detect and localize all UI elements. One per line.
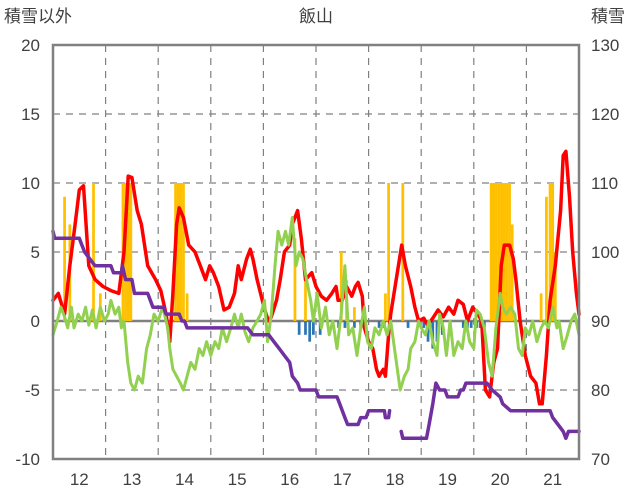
left-tick-label: 15 (21, 105, 40, 124)
left-axis-label: 積雪以外 (4, 7, 72, 27)
orange-bar (182, 183, 185, 321)
orange-bar (508, 183, 511, 321)
right-tick-label: 90 (591, 312, 610, 331)
left-tick-label: 0 (31, 312, 40, 331)
orange-bar (339, 252, 343, 321)
orange-bar (353, 307, 356, 321)
orange-bar (387, 183, 390, 321)
blue-bar (343, 321, 347, 328)
x-tick-label: 18 (385, 470, 404, 489)
x-tick-label: 16 (280, 470, 299, 489)
orange-bar (489, 183, 493, 321)
orange-bar (495, 183, 498, 321)
x-tick-label: 12 (70, 470, 89, 489)
plot-border (51, 43, 581, 461)
blue-bar (435, 321, 439, 342)
left-tick-labels: 20 15 10 5 0 -5 -10 (15, 36, 40, 469)
blue-bar (478, 321, 482, 328)
chart-title: 飯山 (299, 7, 333, 27)
blue-bar (426, 321, 430, 342)
blue-bar (312, 321, 315, 335)
line-series (51, 149, 581, 441)
left-tick-label: 10 (21, 174, 40, 193)
orange-bar (553, 252, 557, 321)
green-line (51, 216, 581, 392)
left-tick-label: 5 (31, 243, 40, 262)
orange-bar (548, 183, 552, 321)
x-tick-label: 13 (122, 470, 141, 489)
x-tick-label: 15 (228, 470, 247, 489)
orange-bar (179, 183, 183, 321)
x-tick-label: 21 (543, 470, 562, 489)
orange-bar (293, 238, 297, 321)
orange-bar (492, 183, 496, 321)
orange-bar (505, 183, 509, 321)
orange-bar (92, 183, 95, 321)
blue-bar (353, 321, 356, 328)
left-tick-label: -10 (15, 450, 40, 469)
right-tick-label: 120 (591, 105, 619, 124)
blue-bar (422, 321, 426, 328)
x-tick-label: 20 (491, 470, 510, 489)
right-axis-label: 積雪 (591, 7, 625, 27)
orange-bar (551, 183, 555, 321)
orange-bar (539, 293, 543, 321)
purple-line (51, 229, 581, 441)
right-tick-label: 70 (591, 450, 610, 469)
x-tick-label: 17 (333, 470, 352, 489)
blue-bar (297, 321, 301, 335)
right-tick-labels: 130 120 110 100 90 80 70 (591, 36, 619, 469)
blue-bar (308, 321, 312, 342)
x-tick-labels: 12 13 14 15 16 17 18 19 20 21 (70, 470, 562, 489)
left-tick-label: -5 (25, 381, 40, 400)
orange-bar (384, 293, 387, 321)
plot-frame (51, 43, 581, 461)
orange-bar (304, 279, 307, 321)
orange-bar (185, 293, 189, 321)
right-tick-label: 110 (591, 174, 618, 193)
blue-bar (377, 321, 381, 328)
orange-bar (126, 183, 130, 321)
x-tick-label: 14 (175, 470, 194, 489)
orange-bar (129, 183, 133, 321)
orange-bar (176, 183, 180, 321)
blue-bar (304, 321, 307, 335)
blue-bar (461, 321, 465, 328)
right-tick-label: 130 (591, 36, 619, 55)
blue-bar (406, 321, 410, 328)
right-tick-label: 80 (591, 381, 610, 400)
left-tick-label: 20 (21, 36, 40, 55)
right-tick-label: 100 (591, 243, 619, 262)
orange-bar (497, 183, 501, 321)
orange-bar (63, 196, 66, 321)
x-tick-label: 19 (438, 470, 457, 489)
blue-bar (469, 321, 473, 328)
orange-bar (510, 224, 514, 321)
orange-bar (545, 196, 548, 321)
